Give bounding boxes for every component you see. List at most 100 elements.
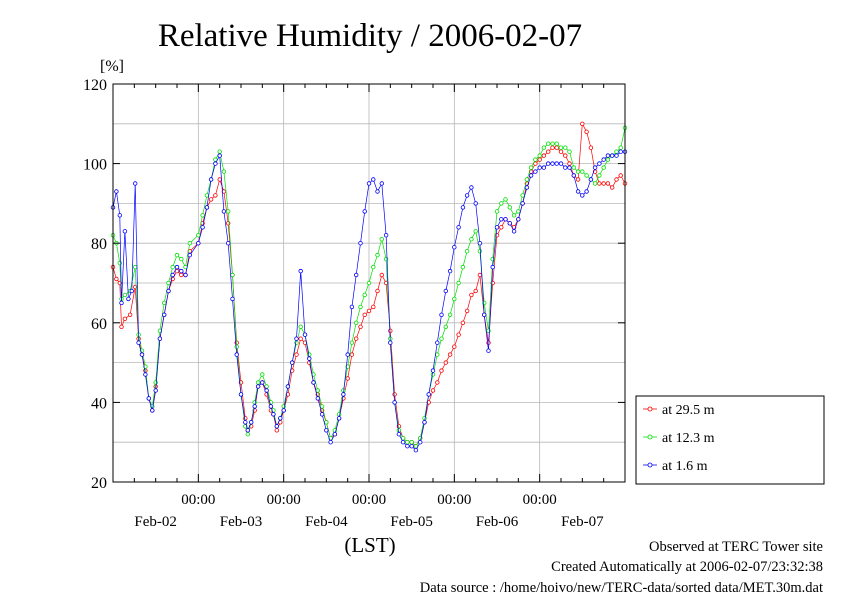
data-point [298,324,303,329]
data-point [349,340,355,345]
data-point [482,312,487,317]
data-point [409,440,414,445]
data-point [482,300,487,306]
data-point [533,169,538,174]
data-point [601,181,606,186]
data-point [187,252,192,258]
data-point [571,173,576,178]
data-point [447,352,453,357]
data-point [302,332,308,337]
legend-entry: at 12.3 m [643,431,715,446]
data-point [255,384,261,389]
data-point [533,157,538,162]
data-point [507,221,512,226]
data-point [520,201,525,206]
data-point [563,153,568,158]
data-point [248,420,254,425]
data-point [439,336,444,341]
data-point [354,336,359,341]
data-point [392,392,397,397]
data-point [614,177,619,182]
y-tick-label: 20 [91,475,107,492]
data-point [264,388,269,393]
series-layer [110,121,628,453]
data-point [230,296,235,302]
y-tick-label: 100 [83,157,107,174]
data-point [271,412,276,417]
data-point [170,272,175,278]
data-point [255,380,261,385]
x-axis-label: (LST) [344,533,395,557]
data-point [473,288,478,294]
data-point [252,404,257,409]
data-point [580,121,585,126]
data-point [213,161,218,166]
data-point [396,432,402,437]
data-point [469,236,474,242]
data-point [371,177,376,182]
series-line [112,127,626,447]
data-point [179,272,184,278]
data-point [349,352,355,357]
data-point [528,165,534,170]
data-point [268,404,274,409]
data-point [375,288,380,294]
data-point [597,173,602,178]
data-point [161,300,167,306]
data-point [413,448,419,453]
data-point [575,177,581,182]
data-point [405,440,410,445]
data-point [592,181,598,186]
data-point [460,320,466,325]
data-point [597,161,602,166]
data-point [122,292,128,298]
data-point [132,181,138,186]
data-point [452,244,457,250]
data-point [605,157,611,162]
data-point [114,189,119,194]
data-point [396,428,402,433]
data-point [447,268,453,274]
data-point [366,280,372,286]
data-point [146,396,151,401]
data-point [503,197,508,202]
legend-entry: at 1.6 m [643,459,708,474]
data-point [285,384,291,389]
data-point [541,145,547,150]
data-point [588,145,594,150]
data-point [315,388,320,393]
data-point [588,177,594,182]
data-point [563,145,568,150]
data-point [371,264,376,270]
data-point [388,340,393,345]
data-point [200,225,205,230]
data-point [580,193,585,198]
data-point [460,264,466,270]
data-point [567,161,572,166]
data-point [597,181,602,186]
data-point [208,197,214,202]
data-point [349,304,355,310]
credit-created: Created Automatically at 2006-02-07/23:3… [551,559,823,575]
data-point [161,312,167,317]
data-point [601,157,606,162]
data-point [298,268,303,274]
x-tick-label-date: Feb-03 [220,514,263,530]
data-point [610,153,615,158]
data-point [245,432,250,437]
data-point [477,272,483,278]
data-point [554,161,559,166]
data-point [234,352,239,357]
data-point [567,165,572,170]
data-point [281,408,286,413]
data-point [179,256,184,262]
data-point [511,213,517,218]
data-point [435,340,440,345]
data-point [546,141,551,146]
data-point [252,400,257,405]
data-point [516,217,521,222]
data-point [439,312,444,317]
data-point [200,213,205,218]
data-point [443,360,448,365]
x-tick-label-date: Feb-06 [476,514,519,530]
